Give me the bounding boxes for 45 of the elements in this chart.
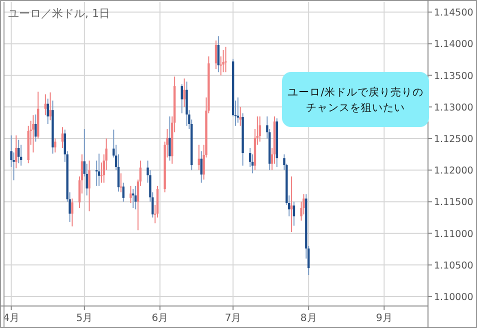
candlestick (198, 144, 200, 171)
candlestick (18, 139, 20, 164)
candlestick (200, 150, 202, 184)
candlestick (132, 188, 134, 209)
x-tick-label: 8月 (300, 313, 317, 324)
y-tick-label: 1.10000 (434, 292, 474, 304)
x-tick-label: 9月 (376, 313, 392, 324)
y-tick-label: 1.13000 (434, 102, 474, 114)
y-tick-label: 1.10500 (434, 260, 474, 272)
candlestick (122, 182, 124, 202)
candlestick (222, 50, 224, 73)
annotation: ユーロ/米ドルで戻り売りのチャンスを狙いたい (288, 86, 424, 114)
candlestick (214, 40, 218, 70)
candlestick (34, 114, 37, 142)
y-tick-label: 1.12500 (434, 134, 474, 146)
annotation: ユーロ/米ドルで戻り売りのチャンスを狙いたい (282, 72, 429, 127)
x-tick-label: 6月 (152, 313, 168, 324)
candlestick (217, 36, 220, 73)
candlestick (32, 114, 34, 153)
y-tick-label: 1.12000 (434, 166, 474, 177)
x-tick-label: 7月 (224, 313, 242, 324)
candlestick (258, 116, 261, 142)
candlestick (292, 201, 296, 226)
x-tick-label: 5月 (76, 313, 93, 324)
candlestick (224, 46, 227, 73)
y-tick-label: 1.11500 (434, 197, 474, 208)
candlestick (88, 160, 90, 212)
candlestick (183, 78, 186, 108)
y-tick-label: 1.14000 (434, 39, 474, 50)
candlestick (130, 185, 132, 204)
y-tick-label: 1.14500 (434, 8, 474, 19)
candlestick (49, 92, 52, 121)
candlestick (71, 198, 74, 227)
candlestick (15, 134, 18, 169)
candlestick (54, 138, 56, 153)
candlestick (239, 106, 242, 126)
candlestick (98, 153, 100, 186)
candlestick (46, 98, 49, 124)
candlestick (168, 116, 171, 162)
candlestick (290, 176, 293, 233)
candlestick (44, 94, 47, 116)
candlestick (180, 84, 183, 114)
text: ユーロ／米ドル, 1日 (8, 7, 110, 20)
y-tick-label: 1.11000 (434, 228, 474, 240)
y-tick-label: 1.13500 (434, 70, 474, 82)
